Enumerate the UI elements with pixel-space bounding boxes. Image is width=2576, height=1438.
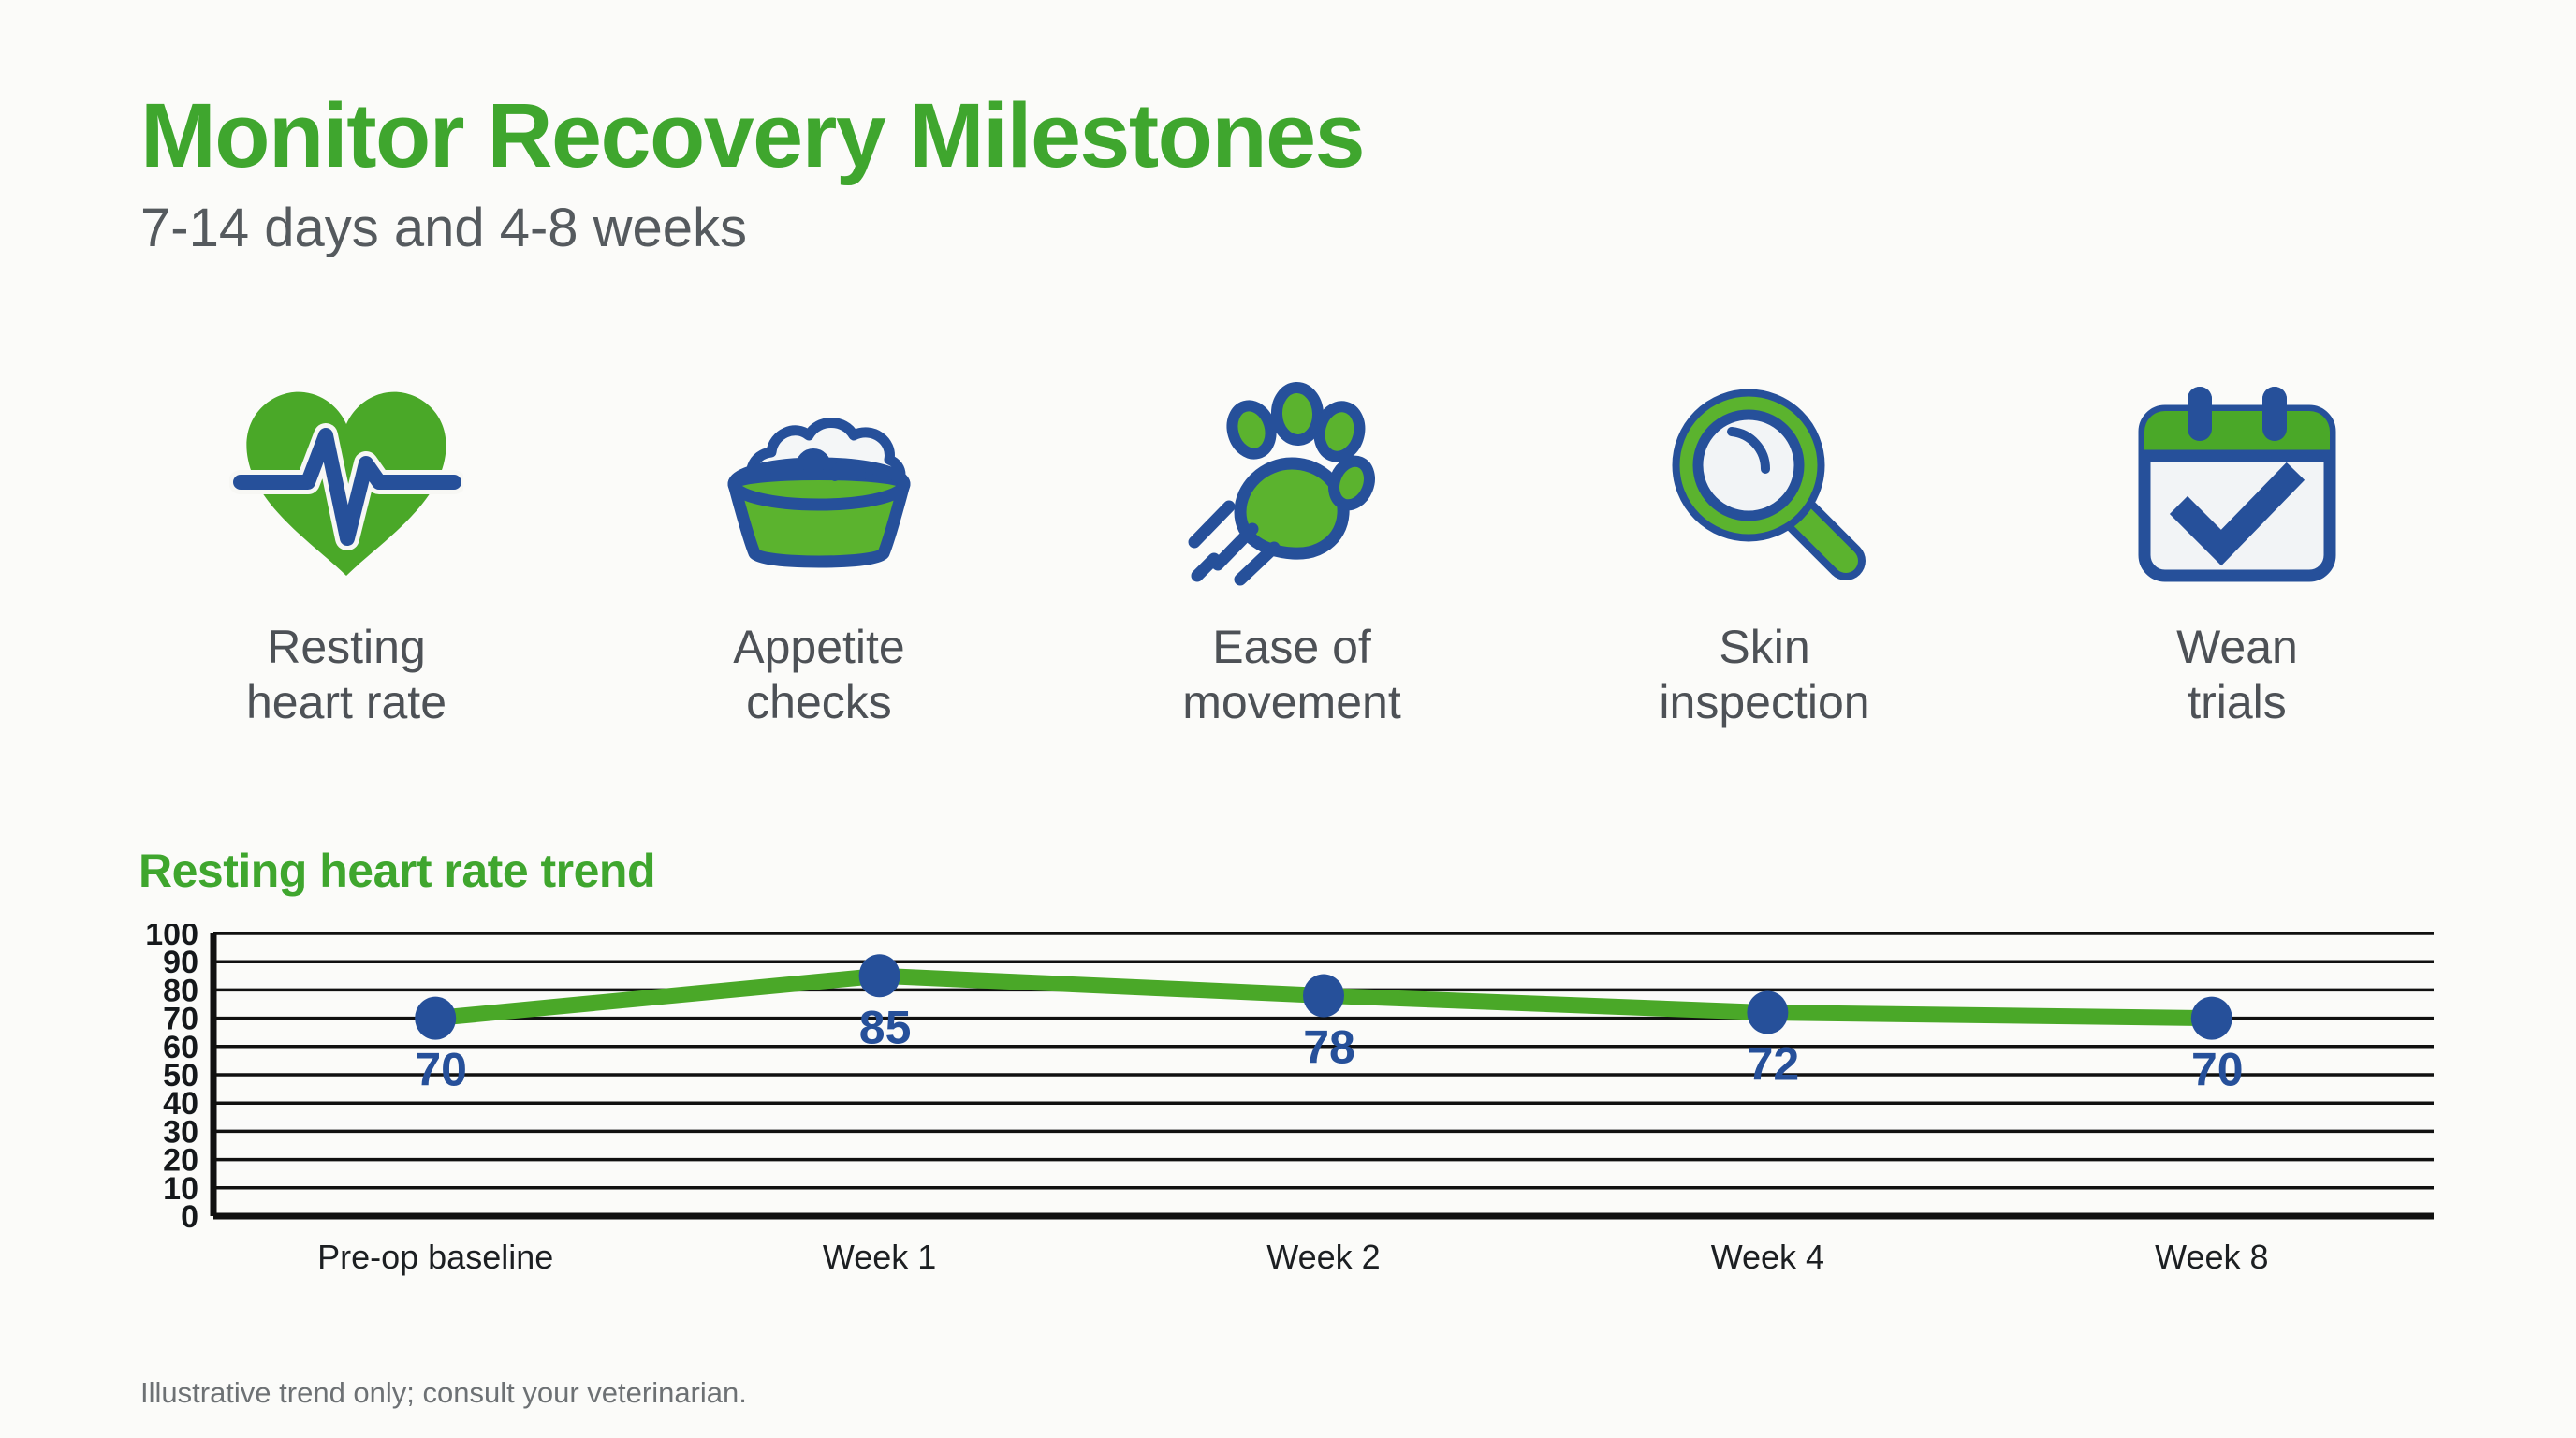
x-tick-label: Week 2 — [1266, 1238, 1380, 1276]
calendar-check-icon — [2120, 374, 2354, 590]
y-tick-label: 40 — [163, 1086, 198, 1122]
milestone-label: Appetite checks — [733, 621, 905, 728]
milestone-wean-trials[interactable]: Wean trials — [2031, 374, 2443, 730]
x-tick-label: Week 8 — [2155, 1238, 2268, 1276]
milestone-resting-heart-rate[interactable]: Resting heart rate — [140, 374, 552, 730]
paw-motion-icon — [1175, 374, 1409, 590]
x-axis-tick-labels: Pre-op baseline Week 1 Week 2 Week 4 Week 8 — [317, 1238, 2268, 1276]
y-tick-label: 90 — [163, 945, 198, 980]
y-tick-label: 30 — [163, 1114, 198, 1150]
y-tick-label: 20 — [163, 1143, 198, 1179]
y-tick-label: 50 — [163, 1058, 198, 1093]
data-point-label: 72 — [1748, 1038, 1800, 1091]
y-tick-label: 70 — [163, 1002, 198, 1037]
data-point[interactable] — [1303, 974, 1344, 1018]
x-tick-label: Week 1 — [823, 1238, 936, 1276]
data-point[interactable] — [858, 954, 900, 998]
x-tick-label: Pre-op baseline — [317, 1238, 553, 1276]
milestone-ease-of-movement[interactable]: Ease of movement — [1086, 374, 1498, 730]
y-tick-label: 10 — [163, 1171, 198, 1207]
milestone-label: Wean trials — [2176, 621, 2298, 728]
data-point-label: 70 — [2191, 1044, 2244, 1096]
data-point[interactable] — [1747, 990, 1789, 1034]
y-tick-label: 0 — [181, 1199, 198, 1235]
food-bowl-icon — [702, 374, 936, 590]
data-point[interactable] — [415, 996, 457, 1040]
magnifier-icon — [1647, 374, 1881, 590]
y-tick-label: 60 — [163, 1030, 198, 1065]
heart-pulse-icon — [229, 374, 463, 590]
milestones-row: Resting heart rate Appetite checks — [140, 374, 2443, 730]
data-point-label: 85 — [859, 1001, 912, 1053]
y-tick-label: 80 — [163, 973, 198, 1008]
chart-area: 100 90 80 70 60 50 40 30 20 10 0 70 85 78 72 70 Pre-op… — [139, 924, 2451, 1327]
milestone-label: Resting heart rate — [245, 621, 446, 728]
page-title: Monitor Recovery Milestones — [140, 84, 1366, 186]
data-point-labels: 70 85 78 72 70 — [415, 1001, 2243, 1095]
data-point-label: 78 — [1303, 1020, 1355, 1073]
chart-title: Resting heart rate trend — [139, 844, 656, 897]
milestone-label: Ease of movement — [1182, 621, 1401, 728]
data-point-label: 70 — [415, 1044, 467, 1096]
milestone-skin-inspection[interactable]: Skin inspection — [1559, 374, 1970, 730]
x-tick-label: Week 4 — [1711, 1238, 1824, 1276]
footnote: Illustrative trend only; consult your ve… — [140, 1376, 747, 1409]
page-subtitle: 7-14 days and 4-8 weeks — [140, 198, 748, 258]
milestone-appetite-checks[interactable]: Appetite checks — [613, 374, 1025, 730]
data-points — [415, 954, 2232, 1040]
milestone-label: Skin inspection — [1659, 621, 1870, 728]
y-tick-label: 100 — [145, 924, 198, 952]
chart-block: Resting heart rate trend 100 90 80 70 60 50 40… — [139, 847, 2451, 1327]
header: Monitor Recovery Milestones 7-14 days an… — [140, 90, 2387, 256]
data-point[interactable] — [2190, 996, 2232, 1040]
